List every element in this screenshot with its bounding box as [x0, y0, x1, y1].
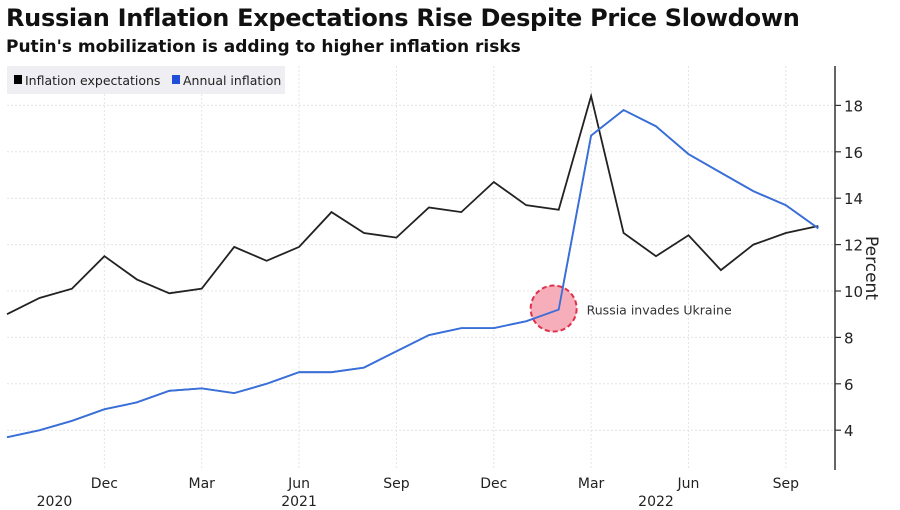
y-tick-label: 8: [844, 329, 854, 347]
y-tick-label: 10: [844, 283, 863, 301]
y-tick-label: 18: [844, 97, 863, 115]
x-tick-label: Jun: [287, 476, 310, 492]
y-tick-label: 4: [844, 422, 854, 440]
chart-title: Russian Inflation Expectations Rise Desp…: [6, 4, 800, 32]
x-tick-label: Mar: [578, 476, 605, 492]
x-tick-label: Mar: [188, 476, 215, 492]
x-year-label: 2020: [37, 494, 73, 510]
annotation-marker: [529, 284, 578, 333]
annotation-label: Russia invades Ukraine: [587, 303, 732, 318]
y-tick-label: 6: [844, 376, 854, 394]
legend-swatch: [14, 75, 22, 84]
x-tick-label: Dec: [91, 476, 118, 492]
x-tick-label: Sep: [773, 476, 800, 492]
x-year-label: 2022: [638, 494, 674, 510]
x-tick-label: Sep: [383, 476, 410, 492]
y-axis-label: Percent: [861, 236, 881, 300]
x-year-label: 2021: [281, 494, 317, 510]
legend-swatch: [172, 75, 180, 84]
series-line-inflation-expectations: [6, 92, 819, 316]
x-tick-label: Jun: [677, 476, 700, 492]
legend-label: Annual inflation: [183, 73, 281, 88]
y-tick-label: 14: [844, 190, 863, 208]
series-line-annual-inflation-overlay: [6, 108, 819, 439]
x-tick-label: Dec: [480, 476, 507, 492]
y-tick-label: 12: [844, 237, 863, 255]
chart-subtitle: Putin's mobilization is adding to higher…: [6, 37, 521, 57]
plot-area: [7, 66, 835, 470]
legend-label: Inflation expectations: [25, 73, 160, 88]
legend-box: [7, 66, 285, 94]
y-tick-label: 16: [844, 144, 863, 162]
